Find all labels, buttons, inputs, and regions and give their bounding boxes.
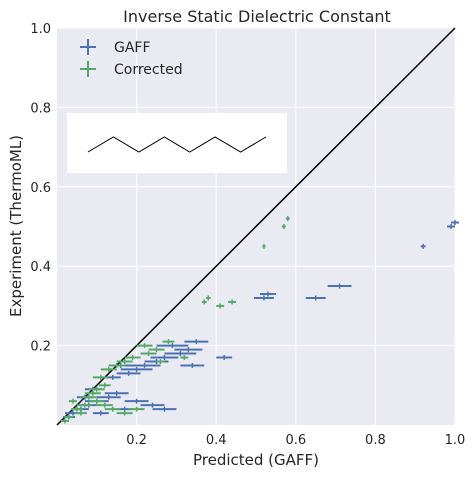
- point-gaff-3: [327, 283, 352, 289]
- point-corrected-31: [68, 398, 77, 404]
- point-corrected-6: [216, 303, 225, 309]
- point-gaff-0: [451, 220, 459, 226]
- point-gaff-15: [128, 362, 161, 368]
- y-tick-label-1: 0.4: [30, 260, 51, 275]
- x-tick-label-1: 0.4: [206, 433, 227, 448]
- point-corrected-27: [64, 414, 73, 420]
- chart-title: Inverse Static Dielectric Constant: [123, 7, 391, 26]
- legend: GAFF Corrected: [80, 39, 183, 78]
- point-corrected-5: [228, 299, 237, 305]
- point-corrected-0: [285, 216, 290, 222]
- point-corrected-21: [104, 406, 121, 412]
- point-corrected-3: [205, 295, 211, 301]
- point-corrected-28: [60, 418, 69, 424]
- y-tick-label-2: 0.6: [30, 181, 51, 196]
- point-gaff-29: [92, 410, 109, 416]
- point-corrected-30: [80, 394, 97, 400]
- point-gaff-17: [116, 370, 141, 376]
- inset-box: [67, 113, 287, 173]
- point-corrected-15: [108, 362, 125, 368]
- point-gaff-16: [120, 366, 153, 372]
- point-corrected-10: [162, 339, 175, 345]
- point-gaff-20: [152, 406, 177, 412]
- grid: [57, 27, 456, 425]
- point-corrected-7: [180, 355, 189, 361]
- identity-line: [56, 27, 456, 426]
- x-tick-label-4: 1.0: [445, 433, 466, 448]
- x-tick-label-3: 0.8: [365, 433, 386, 448]
- point-corrected-26: [70, 406, 83, 412]
- legend-label-corrected: Corrected: [114, 62, 183, 78]
- point-corrected-32: [88, 386, 105, 392]
- legend-label-gaff: GAFF: [114, 40, 151, 56]
- point-corrected-2: [262, 243, 266, 249]
- y-tick-label-0: 0.2: [30, 340, 51, 355]
- point-corrected-19: [128, 406, 145, 412]
- point-corrected-17: [92, 374, 109, 380]
- y-tick-label-4: 1.0: [30, 22, 51, 37]
- point-gaff-9: [174, 347, 203, 353]
- point-corrected-14: [116, 358, 133, 364]
- point-corrected-1: [281, 224, 286, 229]
- y-ticks: 0.2 0.4 0.6 0.8 1.0: [30, 22, 51, 355]
- x-ticks: 0.2 0.4 0.6 0.8 1.0: [126, 433, 465, 448]
- point-gaff-5: [259, 291, 276, 297]
- point-corrected-24: [84, 390, 101, 396]
- point-gaff-8: [180, 362, 205, 368]
- point-corrected-12: [136, 343, 153, 349]
- point-corrected-18: [98, 382, 111, 388]
- point-corrected-8: [156, 358, 165, 364]
- point-gaff-13: [150, 355, 179, 361]
- molecule-inset: [67, 113, 287, 173]
- point-gaff-10: [184, 339, 209, 345]
- point-corrected-29: [74, 410, 87, 416]
- legend-item-gaff: GAFF: [80, 39, 151, 56]
- x-tick-label-0: 0.2: [126, 433, 147, 448]
- point-corrected-13: [124, 355, 141, 361]
- point-gaff-21: [140, 402, 165, 408]
- point-gaff-6: [254, 295, 274, 301]
- point-gaff-11: [164, 351, 197, 357]
- point-gaff-22: [124, 398, 149, 404]
- point-gaff-1: [447, 224, 455, 229]
- reference-line: [56, 27, 456, 426]
- zigzag-molecule: [87, 136, 267, 153]
- point-corrected-9: [148, 347, 165, 353]
- point-corrected-4: [201, 299, 207, 305]
- point-corrected-23: [88, 398, 105, 404]
- point-corrected-25: [76, 402, 93, 408]
- series-corrected: [60, 216, 290, 424]
- point-gaff-7: [216, 355, 233, 361]
- point-gaff-2: [420, 243, 426, 249]
- point-gaff-23: [104, 390, 129, 396]
- y-tick-label-3: 0.8: [30, 101, 51, 116]
- legend-item-corrected: Corrected: [80, 61, 183, 78]
- y-axis-label: Experiment (ThermoML): [7, 135, 25, 317]
- point-gaff-24: [96, 394, 121, 400]
- data-marks: [60, 216, 459, 424]
- point-corrected-20: [116, 410, 133, 416]
- point-corrected-22: [96, 402, 113, 408]
- point-gaff-12: [156, 343, 189, 349]
- x-tick-label-2: 0.6: [285, 433, 306, 448]
- x-axis-label: Predicted (GAFF): [193, 451, 319, 469]
- point-gaff-4: [305, 295, 326, 301]
- point-corrected-11: [140, 351, 157, 357]
- point-corrected-16: [100, 366, 117, 372]
